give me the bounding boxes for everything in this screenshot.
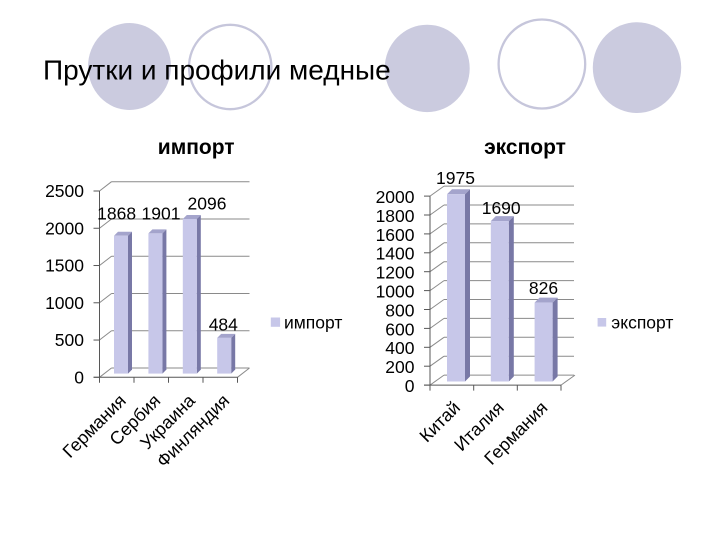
svg-text:1901: 1901 (142, 204, 181, 224)
svg-text:0: 0 (405, 376, 415, 396)
svg-text:500: 500 (55, 330, 84, 350)
svg-text:484: 484 (209, 314, 238, 334)
svg-text:экспорт: экспорт (484, 136, 566, 159)
svg-text:2000: 2000 (376, 187, 415, 207)
svg-text:1400: 1400 (376, 244, 415, 264)
svg-text:1000: 1000 (45, 293, 84, 313)
svg-text:1975: 1975 (436, 168, 475, 188)
svg-text:2000: 2000 (45, 218, 84, 238)
svg-text:0: 0 (74, 367, 84, 387)
svg-text:экспорт: экспорт (611, 312, 673, 332)
svg-text:1868: 1868 (97, 204, 136, 224)
svg-text:импорт: импорт (158, 136, 235, 159)
svg-text:импорт: импорт (284, 312, 342, 332)
svg-text:600: 600 (385, 319, 414, 339)
svg-text:826: 826 (529, 278, 558, 298)
svg-text:2500: 2500 (45, 181, 84, 201)
svg-text:400: 400 (385, 338, 414, 358)
svg-text:1500: 1500 (45, 256, 84, 276)
svg-text:1600: 1600 (376, 225, 415, 245)
svg-text:Прутки и профили медные: Прутки и профили медные (43, 54, 391, 85)
svg-text:1000: 1000 (376, 282, 415, 302)
svg-text:1200: 1200 (376, 263, 415, 283)
svg-text:200: 200 (385, 357, 414, 377)
svg-text:2096: 2096 (188, 193, 227, 213)
svg-text:1690: 1690 (482, 198, 521, 218)
svg-text:800: 800 (385, 300, 414, 320)
svg-text:1800: 1800 (376, 206, 415, 226)
